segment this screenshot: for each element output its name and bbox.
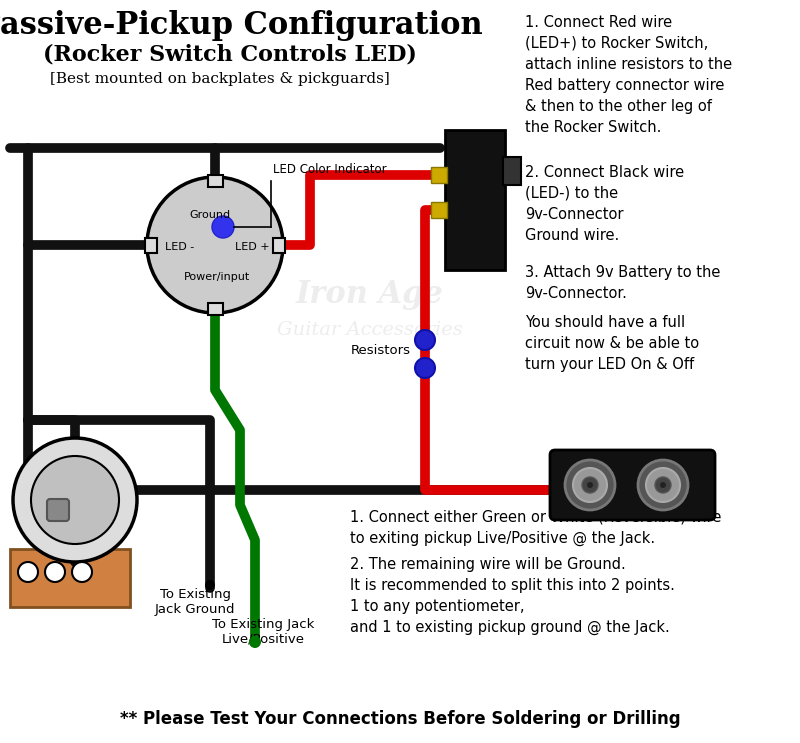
Circle shape <box>45 562 65 582</box>
Circle shape <box>147 177 283 313</box>
Circle shape <box>565 460 615 510</box>
Bar <box>431 202 447 218</box>
Text: LED -: LED - <box>166 242 194 252</box>
Text: LED Color Indicator: LED Color Indicator <box>273 163 386 176</box>
Text: Resistors: Resistors <box>351 345 411 357</box>
Circle shape <box>18 562 38 582</box>
Bar <box>207 175 222 187</box>
FancyBboxPatch shape <box>550 450 715 520</box>
Text: 2. The remaining wire will be Ground.
It is recommended to split this into 2 poi: 2. The remaining wire will be Ground. It… <box>350 557 675 635</box>
Circle shape <box>660 482 666 488</box>
Circle shape <box>646 468 680 502</box>
Text: Guitar Accessories: Guitar Accessories <box>277 321 463 339</box>
Text: To Existing Jack
Live/Positive: To Existing Jack Live/Positive <box>212 618 314 646</box>
Circle shape <box>638 460 688 510</box>
Text: 1. Connect Red wire
(LED+) to Rocker Switch,
attach inline resistors to the
Red : 1. Connect Red wire (LED+) to Rocker Swi… <box>525 15 732 135</box>
Text: (Rocker Switch Controls LED): (Rocker Switch Controls LED) <box>43 44 417 66</box>
Text: Iron Age: Iron Age <box>296 279 444 311</box>
Circle shape <box>212 216 234 238</box>
Circle shape <box>13 438 137 562</box>
Text: You should have a full
circuit now & be able to
turn your LED On & Off: You should have a full circuit now & be … <box>525 315 699 372</box>
Bar <box>445 130 505 270</box>
Text: Passive-Pickup Configuration: Passive-Pickup Configuration <box>0 10 482 41</box>
Circle shape <box>249 636 261 648</box>
Text: 3. Attach 9v Battery to the
9v-Connector.: 3. Attach 9v Battery to the 9v-Connector… <box>525 265 720 301</box>
Text: 2. Connect Black wire
(LED-) to the
9v-Connector
Ground wire.: 2. Connect Black wire (LED-) to the 9v-C… <box>525 165 684 243</box>
Bar <box>273 238 285 253</box>
Bar <box>503 157 521 185</box>
Circle shape <box>655 477 671 493</box>
Circle shape <box>31 456 119 544</box>
Text: Power/input: Power/input <box>184 272 250 282</box>
Bar <box>207 303 222 315</box>
Text: 1. Connect either Green or White (Reversible) wire
to exiting pickup Live/Positi: 1. Connect either Green or White (Revers… <box>350 510 722 546</box>
Circle shape <box>573 468 607 502</box>
Text: LED +: LED + <box>234 242 270 252</box>
Bar <box>431 167 447 183</box>
Circle shape <box>415 330 435 350</box>
Circle shape <box>587 482 593 488</box>
Circle shape <box>72 562 92 582</box>
FancyBboxPatch shape <box>47 499 69 521</box>
Circle shape <box>205 580 215 590</box>
Text: Ground: Ground <box>190 210 230 220</box>
Text: [Best mounted on backplates & pickguards]: [Best mounted on backplates & pickguards… <box>50 72 390 86</box>
Bar <box>145 238 157 253</box>
Text: To Existing
Jack Ground: To Existing Jack Ground <box>154 588 235 616</box>
Circle shape <box>582 477 598 493</box>
Text: ** Please Test Your Connections Before Soldering or Drilling: ** Please Test Your Connections Before S… <box>120 710 680 728</box>
Bar <box>10 549 130 607</box>
Circle shape <box>415 358 435 378</box>
